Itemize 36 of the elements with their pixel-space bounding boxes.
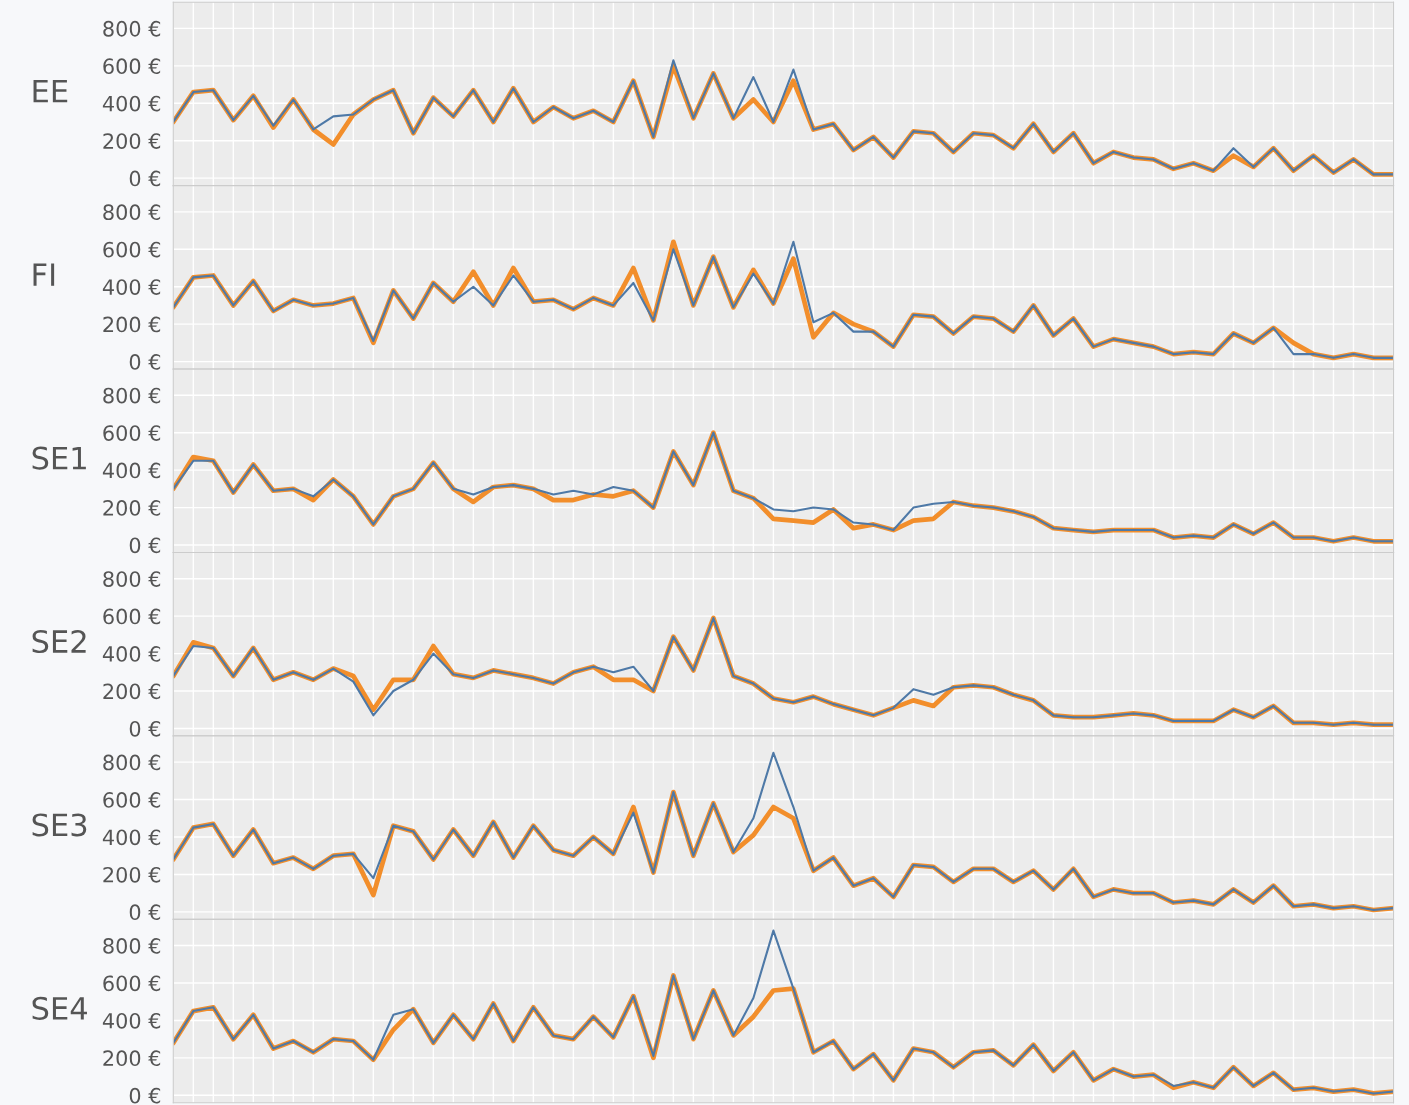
y-tick-label: 600 € xyxy=(103,792,161,808)
y-tick-label: 400 € xyxy=(102,279,161,295)
y-tick-label: 400 € xyxy=(102,1012,161,1029)
y-tick-label: 0 € xyxy=(129,904,161,921)
y-tick-label: 400 € xyxy=(102,462,161,479)
y-tick-label: 400 € xyxy=(102,829,161,846)
y-tick-label: 0 € xyxy=(129,354,161,370)
y-tick-label: 600 € xyxy=(103,425,161,441)
y-tick-label: 800 € xyxy=(103,571,161,587)
y-tick-label: 600 € xyxy=(103,241,161,258)
y-tick-label: 0 € xyxy=(129,1087,161,1104)
y-tick-label: 0 € xyxy=(129,537,161,554)
y-tick-label: 600 € xyxy=(103,608,161,625)
y-axis-title: SE2 xyxy=(32,629,86,654)
y-axis-title: SE1 xyxy=(32,446,86,470)
y-tick-label: 200 € xyxy=(103,683,161,700)
y-axis-title: EE xyxy=(33,80,68,103)
y-tick-label: 400 € xyxy=(102,95,161,112)
y-axis-title: SE3 xyxy=(32,813,87,837)
y-tick-label: 200 € xyxy=(103,316,161,333)
y-tick-label: 600 € xyxy=(103,975,161,992)
y-tick-label: 800 € xyxy=(103,754,161,771)
y-tick-label: 600 € xyxy=(103,58,161,75)
y-tick-label: 800 € xyxy=(103,20,161,37)
y-tick-label: 200 € xyxy=(103,500,161,516)
y-tick-label: 800 € xyxy=(103,204,161,221)
y-tick-label: 800 € xyxy=(103,938,161,954)
y-axis-title: FI xyxy=(33,263,55,286)
y-tick-label: 800 € xyxy=(103,387,161,404)
y-tick-label: 200 € xyxy=(103,866,161,883)
y-tick-label: 0 € xyxy=(129,720,161,737)
y-tick-label: 200 € xyxy=(103,1050,161,1067)
y-tick-label: 200 € xyxy=(103,133,161,149)
y-tick-label: 0 € xyxy=(129,170,161,187)
y-axis-title: SE4 xyxy=(32,996,87,1020)
y-tick-label: 400 € xyxy=(102,646,161,662)
